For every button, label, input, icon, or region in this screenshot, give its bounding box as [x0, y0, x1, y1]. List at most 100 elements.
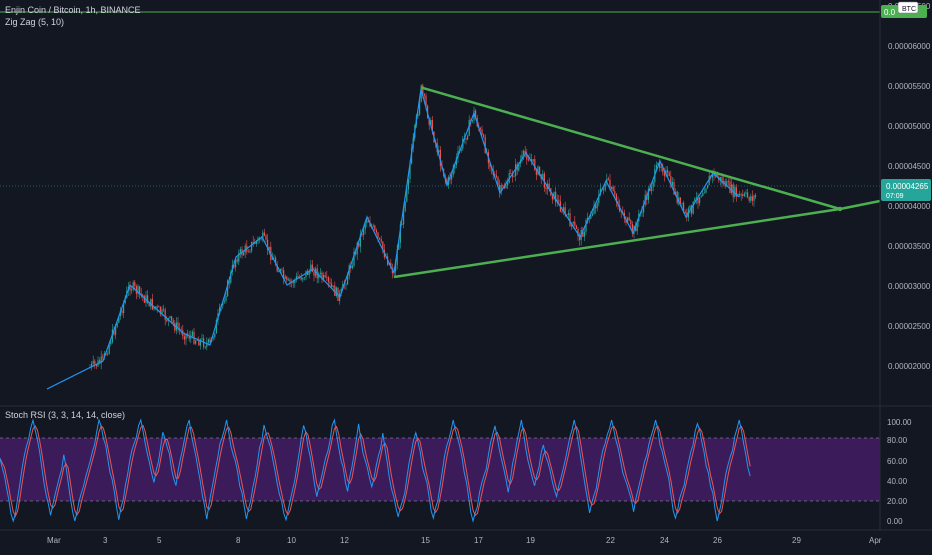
- candle-body: [92, 360, 94, 364]
- candle-body: [295, 276, 297, 280]
- rsi-axis[interactable]: 100.00 80.00 60.00 40.00 20.00 0.00: [887, 418, 912, 526]
- candle-body: [539, 166, 541, 175]
- candle-body: [358, 243, 360, 247]
- candle-body: [276, 264, 278, 272]
- candle-body: [318, 273, 320, 279]
- candle-body: [134, 282, 136, 286]
- candle-body: [284, 276, 286, 279]
- chart-legend[interactable]: Enjin Coin / Bitcoin, 1h, BINANCE Zig Za…: [5, 4, 141, 28]
- rsi-axis-label: 20.00: [887, 497, 908, 506]
- candle-body: [649, 188, 651, 191]
- candle-body: [527, 159, 529, 161]
- candle-body: [620, 211, 622, 213]
- candle-body: [684, 212, 686, 213]
- candle-body: [401, 224, 403, 226]
- candle-body: [283, 270, 285, 279]
- time-axis[interactable]: Mar 3 5 8 10 12 15 17 19 22 24 26 29 Apr: [47, 536, 882, 545]
- price-countdown: 07:09: [886, 193, 904, 200]
- candle-body: [129, 286, 131, 291]
- candle-body: [521, 154, 523, 161]
- rsi-axis-label: 40.00: [887, 477, 908, 486]
- rsi-axis-label: 0.00: [887, 517, 903, 526]
- time-label: 15: [421, 536, 430, 545]
- candle-body: [641, 212, 643, 214]
- price-label: 0.00004000: [888, 202, 931, 211]
- candle-body: [177, 322, 179, 329]
- candle-body: [188, 335, 190, 339]
- candle-body: [689, 205, 691, 209]
- candle-body: [147, 295, 149, 303]
- candle-body: [583, 231, 585, 237]
- candle-body: [691, 205, 693, 214]
- candle-body: [695, 197, 697, 199]
- currency-tag-text: BTC: [902, 6, 916, 13]
- zigzag-indicator-label[interactable]: Zig Zag (5, 10): [5, 17, 65, 27]
- candle-body: [681, 202, 683, 204]
- candle-body: [510, 173, 512, 174]
- candle-body: [598, 194, 600, 204]
- candle-body: [667, 170, 669, 173]
- candle-body: [500, 185, 502, 192]
- candle-body: [542, 173, 544, 180]
- candle-body: [551, 195, 553, 200]
- candle-body: [212, 337, 214, 338]
- candle-body: [670, 176, 672, 186]
- candle-body: [420, 85, 422, 102]
- candle-body: [430, 120, 432, 125]
- candle-body: [755, 195, 757, 197]
- candle-body: [582, 229, 584, 237]
- candle-body: [747, 192, 749, 198]
- candle-body: [215, 320, 217, 334]
- candle-body: [561, 211, 563, 213]
- candle-body: [751, 196, 753, 201]
- candle-body: [558, 199, 560, 202]
- candle-body: [703, 192, 705, 194]
- candle-body: [567, 213, 569, 215]
- candle-body: [252, 241, 254, 243]
- candle-body: [153, 306, 155, 310]
- candle-body: [563, 207, 565, 212]
- candle-body: [140, 292, 142, 295]
- candle-body: [399, 224, 401, 243]
- candle-body: [185, 333, 187, 340]
- candle-body: [683, 202, 685, 213]
- candle-body: [523, 150, 525, 155]
- candle-body: [179, 328, 181, 330]
- candle-body: [94, 360, 96, 365]
- candle-body: [595, 205, 597, 209]
- price-pane[interactable]: [0, 0, 880, 405]
- stoch-rsi-title[interactable]: Stoch RSI (3, 3, 14, 14, close): [5, 410, 126, 420]
- candle-body: [532, 159, 534, 162]
- candle-body: [475, 110, 477, 118]
- price-label: 0.00004500: [888, 162, 931, 171]
- candle-body: [398, 242, 400, 250]
- candle-body: [460, 148, 462, 151]
- candle-body: [169, 316, 171, 319]
- time-label: 10: [287, 536, 296, 545]
- candle-body: [657, 162, 659, 166]
- candle-body: [526, 153, 528, 160]
- candle-body: [481, 129, 483, 135]
- candle-body: [564, 207, 566, 215]
- candle-body: [118, 315, 120, 323]
- stoch-k-line: [0, 418, 751, 523]
- candle-body: [148, 302, 150, 307]
- candle-body: [236, 259, 238, 262]
- candle-body: [748, 197, 750, 201]
- candle-body: [596, 203, 598, 209]
- candle-body: [95, 364, 97, 367]
- candle-body: [183, 336, 185, 340]
- candle-body: [737, 193, 739, 197]
- candle-body: [515, 164, 517, 177]
- currency-tag[interactable]: [897, 1, 919, 14]
- candle-body: [467, 135, 469, 140]
- candle-body: [409, 163, 411, 180]
- candle-body: [732, 184, 734, 197]
- price-axis[interactable]: 0.00006000 0.00005500 0.00005000 0.00004…: [881, 1, 931, 371]
- candle-body: [574, 221, 576, 226]
- symbol-title[interactable]: Enjin Coin / Bitcoin, 1h, BINANCE: [5, 5, 141, 15]
- candle-body: [742, 194, 744, 196]
- candle-body: [631, 224, 633, 234]
